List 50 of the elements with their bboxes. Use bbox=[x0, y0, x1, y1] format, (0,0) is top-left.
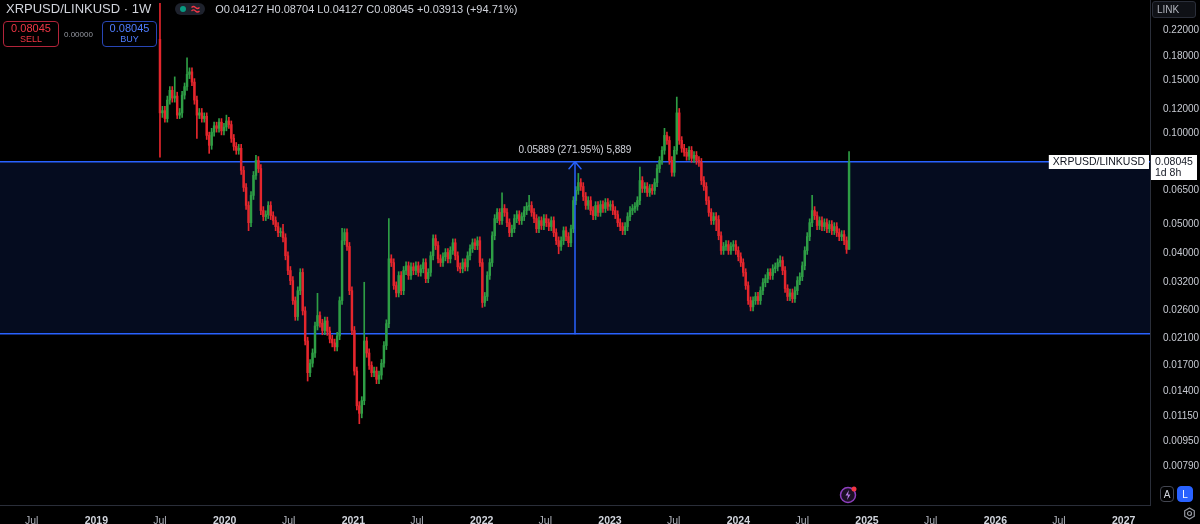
y-axis-title: LINK bbox=[1152, 1, 1196, 18]
annotation: XRPUSD/LINKUSD bbox=[1052, 155, 1146, 168]
y-tick-label: 0.12000 bbox=[1163, 103, 1200, 115]
x-tick-label: 2021 bbox=[341, 514, 366, 524]
outlined-button: A bbox=[1160, 486, 1174, 502]
y-tick-label: 0.00790 bbox=[1163, 459, 1200, 471]
y-tick-label: 0.01700 bbox=[1163, 359, 1200, 371]
x-tick-label: Jul bbox=[666, 514, 681, 524]
y-tick-label: 0.10000 bbox=[1163, 127, 1200, 139]
x-tick-label: 2019 bbox=[84, 514, 109, 524]
y-tick-label: 0.06500 bbox=[1163, 183, 1200, 195]
annotation: BUY bbox=[120, 34, 139, 45]
annotation: 0.00000 bbox=[64, 29, 93, 40]
x-tick-label: Jul bbox=[281, 514, 296, 524]
chart-subtitle: O0.04127 H0.08704 L0.04127 C0.08045 +0.03913 (+94.71%) bbox=[215, 2, 518, 17]
outlined-button: 0.08045 BUY bbox=[102, 21, 157, 47]
y-tick-label: 0.18000 bbox=[1163, 50, 1200, 62]
y-tick-label: 0.05000 bbox=[1163, 217, 1200, 229]
filled-button: L bbox=[1177, 486, 1193, 502]
annotation: 0.08045 bbox=[109, 22, 150, 34]
x-tick-label: Jul bbox=[923, 514, 938, 524]
x-tick-label: 2026 bbox=[983, 514, 1008, 524]
text: 0.08045 bbox=[1155, 155, 1194, 168]
x-tick-label: 2025 bbox=[855, 514, 879, 524]
y-tick-label: 0.15000 bbox=[1163, 74, 1200, 86]
x-tick-label: 2020 bbox=[212, 514, 237, 524]
y-tick-label: 0.04000 bbox=[1163, 247, 1200, 259]
x-tick-label: Jul bbox=[795, 514, 810, 524]
x-tick-label: Jul bbox=[538, 514, 553, 524]
y-tick-label: 0.03200 bbox=[1163, 276, 1200, 288]
annotation: 0.08045 bbox=[11, 22, 51, 34]
y-tick-label: 0.00950 bbox=[1163, 435, 1200, 447]
y-tick-label: 0.02100 bbox=[1163, 331, 1200, 343]
y-tick-label: 0.22000 bbox=[1163, 23, 1200, 35]
x-tick-label: 2023 bbox=[598, 514, 622, 524]
chart-title: XRPUSD/LINKUSD · 1W bbox=[6, 1, 152, 17]
y-tick-label: 0.01400 bbox=[1163, 384, 1200, 396]
x-tick-label: 2022 bbox=[469, 514, 494, 524]
x-tick-label: 2027 bbox=[1111, 514, 1136, 524]
outlined-button: 0.08045 SELL bbox=[3, 21, 59, 47]
text: 1d 8h bbox=[1155, 166, 1182, 179]
x-tick-label: Jul bbox=[24, 514, 39, 524]
x-tick-label: Jul bbox=[153, 514, 167, 524]
band-label: 0.05889 (271.95%) 5,889 bbox=[518, 143, 632, 155]
annotation: SELL bbox=[19, 34, 43, 45]
x-tick-label: 2024 bbox=[726, 514, 751, 524]
x-tick-label: Jul bbox=[410, 514, 424, 524]
y-tick-label: 0.02600 bbox=[1163, 303, 1200, 315]
y-tick-label: 0.01150 bbox=[1163, 410, 1199, 422]
x-tick-label: Jul bbox=[1052, 514, 1066, 524]
